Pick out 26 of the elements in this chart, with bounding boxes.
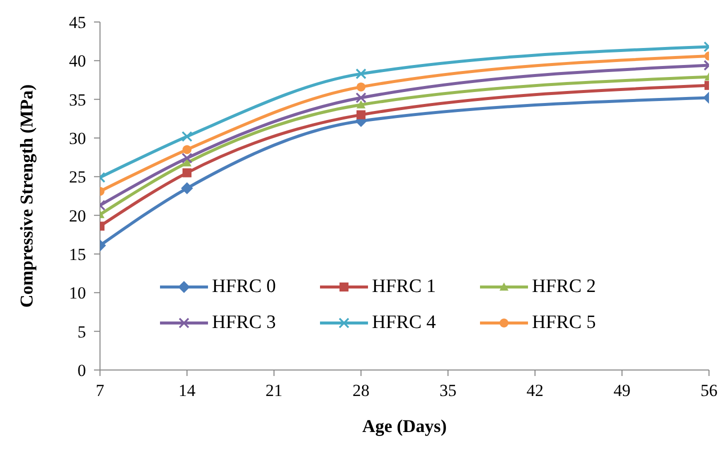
y-tick-label: 10	[69, 284, 86, 303]
legend-label: HFRC 0	[212, 276, 276, 298]
y-tick-label: 5	[78, 322, 86, 342]
y-tick-label: 15	[69, 245, 86, 264]
legend-label: HFRC 2	[532, 276, 596, 298]
x-tick-label: 42	[526, 381, 544, 400]
y-axis-title: Compressive Strength (MPa)	[16, 84, 36, 308]
x-axis-title: Age (Days)	[362, 416, 447, 436]
legend-label: HFRC 1	[372, 276, 436, 298]
x-tick-label: 56	[700, 381, 718, 400]
x-tick-label: 21	[266, 381, 282, 400]
legend-label: HFRC 5	[532, 312, 596, 334]
y-tick-label: 35	[69, 90, 86, 110]
y-tick-label: 40	[69, 52, 86, 71]
y-tick-label: 0	[78, 361, 86, 380]
legend-label: HFRC 4	[372, 312, 436, 334]
y-tick-label: 30	[69, 129, 86, 148]
x-tick-label: 28	[352, 381, 370, 400]
y-tick-label: 45	[69, 13, 86, 32]
y-tick-label: 25	[69, 168, 86, 187]
y-tick-label: 20	[69, 206, 86, 226]
x-tick-label: 7	[96, 381, 105, 400]
legend-label: HFRC 3	[212, 312, 276, 334]
x-tick-label: 35	[440, 381, 456, 400]
x-tick-label: 49	[614, 381, 630, 400]
x-tick-label: 14	[178, 381, 196, 400]
